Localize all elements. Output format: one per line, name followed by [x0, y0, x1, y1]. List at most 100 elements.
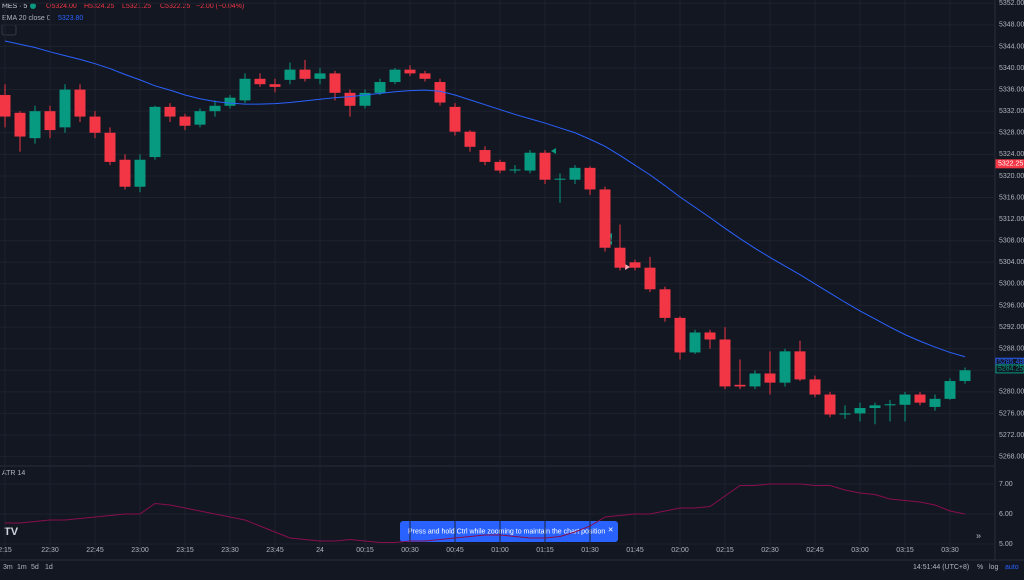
candle-body [959, 370, 971, 382]
y-tick-label: 5308.00 [999, 238, 1024, 245]
y-tick-label: 5.00 [999, 541, 1013, 548]
price-tag [995, 364, 1024, 374]
candle-body [284, 69, 296, 80]
ohlc-open: O5324.00 [46, 3, 77, 10]
candle-body [554, 178, 566, 180]
candle-body [764, 373, 776, 383]
candle-body [419, 73, 431, 79]
y-tick-label: 5304.00 [999, 259, 1024, 266]
candle-body [899, 394, 911, 405]
y-tick-label: 7.00 [999, 481, 1013, 488]
candle-body [179, 116, 191, 126]
candle-body [704, 332, 716, 340]
x-tick-label: 22:45 [86, 547, 104, 554]
signal-arrow [625, 264, 630, 270]
candle-body [0, 94, 11, 117]
toast-close[interactable]: × [608, 524, 613, 534]
candle-body [824, 394, 836, 415]
price-tag-label: 5322.25 [998, 161, 1023, 168]
candle-body [254, 78, 266, 85]
candle-body [224, 97, 236, 106]
candle-body [569, 167, 581, 180]
candle-body [689, 332, 701, 353]
y-tick-label: 5276.00 [999, 410, 1024, 417]
candle-body [239, 78, 251, 101]
candle-body [629, 262, 641, 268]
candle-body [494, 161, 506, 171]
x-tick-label: 01:15 [536, 547, 554, 554]
range-button[interactable]: 1m [17, 564, 27, 571]
candle-body [149, 106, 161, 158]
candle-body [839, 413, 851, 415]
x-tick-label: 03:30 [941, 547, 959, 554]
y-tick-label: 5340.00 [999, 65, 1024, 72]
y-tick-label: 5352.00 [999, 0, 1024, 7]
y-tick-label: 5292.00 [999, 324, 1024, 331]
candle-body [464, 131, 476, 147]
x-tick-label: 01:45 [626, 547, 644, 554]
x-tick-label: 02:00 [671, 547, 689, 554]
candle-body [749, 373, 761, 387]
candle-body [269, 84, 281, 87]
candle-body [914, 394, 926, 403]
candle-body [794, 351, 806, 380]
candle-body [104, 132, 116, 162]
y-tick-label: 5300.00 [999, 281, 1024, 288]
x-tick-label: 24 [316, 547, 324, 554]
x-tick-label: 23:45 [266, 547, 284, 554]
candle-body [374, 82, 386, 93]
candle-body [509, 169, 521, 171]
x-tick-label: 02:15 [716, 547, 734, 554]
candle-body [929, 398, 941, 407]
change: −2.00 (−0.04%) [196, 3, 244, 10]
candle-body [809, 379, 821, 395]
y-tick-label: 5288.00 [999, 346, 1024, 353]
logo: TV [4, 526, 19, 538]
candle-body [194, 111, 206, 125]
price-tag-label: 5285.48 [998, 359, 1023, 366]
candle-body [164, 106, 176, 117]
x-tick-label: 01:30 [581, 547, 599, 554]
log-toggle[interactable]: log [989, 564, 998, 571]
x-tick-label: 03:15 [896, 547, 914, 554]
y-tick-label: 5324.00 [999, 151, 1024, 158]
candle-body [614, 247, 626, 268]
candle-body [434, 82, 446, 103]
candle-body [44, 111, 56, 131]
ohlc-low: L5321.25 [122, 3, 151, 10]
atr-label: ATR 14 [2, 470, 25, 477]
x-tick-label: 00:15 [356, 547, 374, 554]
candle-body [404, 69, 416, 74]
range-button[interactable]: 5d [31, 564, 39, 571]
candle-body [134, 159, 146, 187]
auto-toggle[interactable]: auto [1005, 564, 1019, 571]
range-button[interactable]: 1d [45, 564, 53, 571]
range-button[interactable]: 3m [3, 564, 13, 571]
status-dot [30, 3, 36, 9]
candle-body [299, 69, 311, 79]
candle-body [314, 73, 326, 79]
percent-toggle[interactable]: % [977, 564, 983, 571]
candle-body [74, 89, 86, 117]
candle-body [659, 289, 671, 318]
candle-body [599, 189, 611, 248]
candle-body [644, 267, 656, 290]
x-tick-label: 23:30 [221, 547, 239, 554]
ohlc-close: C5322.25 [160, 3, 190, 10]
clock: 14:51:44 (UTC+8) [913, 564, 969, 571]
candle-body [719, 339, 731, 387]
scroll-right[interactable]: » [976, 530, 981, 540]
x-tick-label: 23:15 [176, 547, 194, 554]
x-tick-label: 02:30 [761, 547, 779, 554]
line-series [4, 40, 966, 358]
line-series [5, 483, 966, 543]
x-tick-label: 22:30 [41, 547, 59, 554]
candle-body [854, 408, 866, 414]
price-tag [995, 159, 1024, 169]
candle-body [539, 152, 551, 180]
candle-body [389, 69, 401, 83]
candle-body [119, 159, 131, 187]
